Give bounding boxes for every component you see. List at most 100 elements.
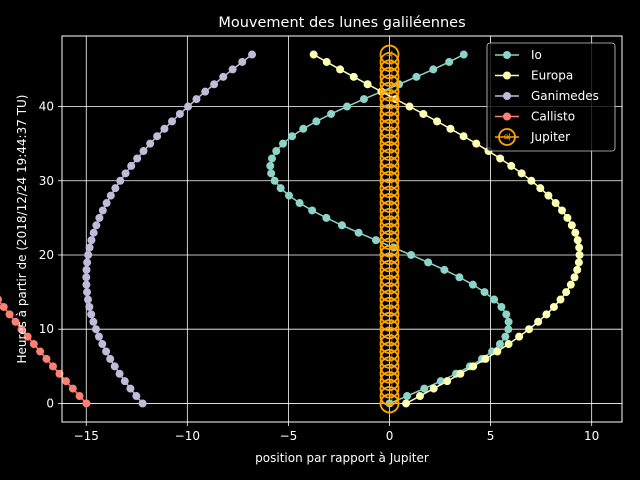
data-point-io <box>497 302 506 311</box>
data-point-europa <box>562 288 571 297</box>
data-point-io <box>276 184 285 193</box>
data-point-io <box>267 154 276 163</box>
data-point-ganimedes <box>94 332 103 341</box>
legend-item-jupiter: ♃ Jupiter <box>495 128 570 146</box>
x-tick-label: 10 <box>584 429 599 443</box>
x-tick-label: −15 <box>74 429 99 443</box>
jupiter-marker-ring <box>379 163 400 184</box>
data-point-europa <box>415 392 424 401</box>
data-point-callisto <box>55 369 64 378</box>
data-point-europa <box>571 228 580 237</box>
data-point-europa <box>349 72 358 81</box>
jupiter-marker-ring <box>379 356 400 377</box>
legend-item-io: Io <box>495 48 542 62</box>
jupiter-marker-ring <box>379 200 400 221</box>
data-point-io <box>412 72 421 81</box>
data-point-europa <box>496 154 505 163</box>
data-point-europa <box>433 117 442 126</box>
series-ganimedes <box>82 50 257 408</box>
data-point-callisto <box>68 384 77 393</box>
data-point-io <box>299 124 308 133</box>
data-point-europa <box>517 169 526 178</box>
data-point-europa <box>322 57 331 66</box>
legend-label-europa: Europa <box>531 69 573 83</box>
jupiter-marker-ring <box>379 118 400 139</box>
data-point-io <box>308 206 317 215</box>
data-point-europa <box>481 354 490 363</box>
data-point-ganimedes <box>87 310 96 319</box>
data-point-ganimedes <box>139 147 148 156</box>
jupiter-marker-ring <box>379 126 400 147</box>
data-point-ganimedes <box>89 228 98 237</box>
x-axis-label: position par rapport à Jupiter <box>255 451 429 465</box>
jupiter-marker-ring <box>379 341 400 362</box>
data-point-ganimedes <box>120 377 129 386</box>
data-point-ganimedes <box>85 243 94 252</box>
data-point-ganimedes <box>84 250 93 259</box>
data-point-io <box>359 95 368 104</box>
data-point-callisto <box>36 347 45 356</box>
legend-item-europa: Europa <box>495 69 573 83</box>
data-point-io <box>445 57 454 66</box>
jupiter-marker-ring <box>379 252 400 273</box>
jupiter-marker-ring <box>379 282 400 302</box>
jupiter-marker-ring <box>379 193 400 213</box>
jupiter-marker-ring <box>379 74 400 95</box>
data-point-europa <box>551 199 560 208</box>
jupiter-marker-ring <box>379 178 400 199</box>
plot-series: ♃♃♃♃♃♃♃♃♃♃♃♃♃♃♃♃♃♃♃♃♃♃♃♃♃♃♃♃♃♃♃♃♃♃♃♃♃♃♃♃… <box>0 44 584 414</box>
data-point-callisto <box>42 354 51 363</box>
data-point-jupiter: ♃ <box>379 44 400 65</box>
data-point-ganimedes <box>238 57 247 66</box>
jupiter-marker-ring <box>379 215 400 236</box>
data-point-callisto <box>75 392 84 401</box>
jupiter-symbol-glyph: ♃ <box>385 50 394 61</box>
data-point-io <box>455 273 464 282</box>
jupiter-marker-ring <box>379 274 400 295</box>
data-point-europa <box>575 243 584 252</box>
data-point-ganimedes <box>92 221 101 230</box>
data-point-io <box>502 310 511 319</box>
data-point-europa <box>443 377 452 386</box>
series-callisto <box>0 296 91 408</box>
legend-label-ganimedes: Ganimedes <box>531 89 599 103</box>
legend-frame <box>486 42 616 152</box>
jupiter-marker-ring <box>379 289 400 310</box>
data-point-ganimedes <box>82 280 91 289</box>
data-point-io <box>429 65 438 74</box>
legend: Io Europa Ganimedes Callisto ♃ Jupiter <box>486 42 616 152</box>
legend-marker-io <box>503 51 511 59</box>
data-point-ganimedes <box>201 87 210 96</box>
x-tick-label: −5 <box>280 429 298 443</box>
data-point-ganimedes <box>102 199 111 208</box>
data-point-callisto <box>48 362 57 371</box>
axes-frame <box>61 35 623 423</box>
data-point-io <box>501 332 510 341</box>
data-point-callisto <box>62 377 71 386</box>
jupiter-marker-ring <box>379 259 400 280</box>
jupiter-marker-ring <box>379 133 400 154</box>
data-point-europa <box>336 65 345 74</box>
data-point-europa <box>574 258 583 267</box>
data-point-ganimedes <box>184 102 193 111</box>
data-point-io <box>285 191 294 200</box>
data-point-ganimedes <box>82 273 91 282</box>
data-point-ganimedes <box>126 384 135 393</box>
data-point-europa <box>534 317 543 326</box>
data-point-ganimedes <box>219 72 228 81</box>
data-point-io <box>490 295 499 304</box>
data-point-ganimedes <box>95 213 104 222</box>
data-point-europa <box>549 302 558 311</box>
jupiter-marker-ring <box>379 386 400 406</box>
data-point-callisto <box>11 317 20 326</box>
data-point-europa <box>309 50 318 59</box>
jupiter-marker-ring <box>379 156 400 176</box>
data-point-europa <box>563 213 572 222</box>
jupiter-symbol-glyph: ♃ <box>503 133 512 144</box>
data-point-io <box>270 176 279 185</box>
legend-item-ganimedes: Ganimedes <box>495 89 599 103</box>
data-point-ganimedes <box>133 154 142 163</box>
data-point-ganimedes <box>138 399 147 408</box>
